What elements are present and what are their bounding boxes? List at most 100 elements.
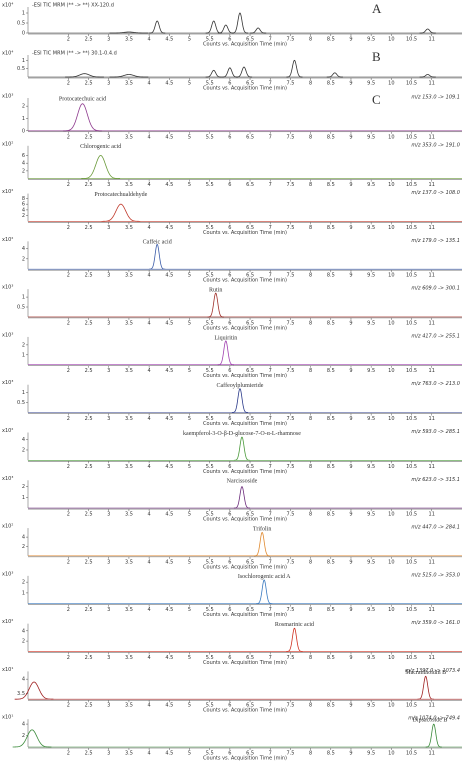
x-tick-label: 8.5 [327,225,335,231]
x-tick-label: 9 [349,368,352,374]
x-tick-label: 2.5 [85,182,93,188]
y-tick-label: 1 [22,295,25,301]
x-tick-label: 8.5 [327,416,335,422]
x-axis-label: Counts vs. Acquisition Time (min) [203,756,287,762]
x-tick-label: 3 [107,273,110,279]
x-axis-label: Counts vs. Acquisition Time (min) [203,278,287,284]
peak [233,486,251,509]
x-tick-label: 8.5 [327,320,335,326]
x-tick-label: 2 [67,81,70,87]
x-tick-label: 6.5 [246,512,254,518]
x-tick-label: 8.5 [327,182,335,188]
x-tick-label: 5.5 [206,368,214,374]
x-tick-label: 10.5 [406,368,417,374]
x-tick-label: 10 [388,703,394,709]
x-tick-label: 10.5 [406,273,417,279]
x-tick-label: 9.5 [367,368,375,374]
x-tick-label: 11 [429,655,435,661]
compound-name: Protocatechualdehyde [94,192,147,198]
x-tick-label: 4 [148,512,151,518]
x-tick-label: 3.5 [125,655,133,661]
x-tick-label: 8 [309,512,312,518]
x-tick-label: 4 [148,182,151,188]
x-tick-label: 10 [388,182,394,188]
x-tick-label: 5.5 [206,134,214,140]
compound-name: Caffeic acid [143,239,172,246]
peak [286,627,303,652]
x-tick-label: 11 [429,607,435,613]
peak [109,74,149,78]
x-tick-label: 2.5 [85,751,93,757]
compound-name: Macranthoidin B [405,670,446,676]
x-tick-label: 9.5 [367,134,375,140]
y-tick-label: 1 [22,58,25,64]
x-axis-label: Counts vs. Acquisition Time (min) [203,373,287,379]
x-tick-label: 6 [228,416,231,422]
x-tick-label: 4 [148,37,151,43]
x-tick-label: 7 [269,416,272,422]
x-tick-label: 10 [388,416,394,422]
compound-name: Dipsacoside B [413,718,448,724]
x-tick-label: 5 [188,225,191,231]
x-tick-label: 7 [269,37,272,43]
y-tick-label: 1 [22,495,25,501]
x-tick-label: 7 [269,320,272,326]
transition-label: m/z 447.0 -> 284.1 [411,525,460,531]
peak [254,531,271,557]
y-scale-label: x10³ [2,380,13,386]
x-tick-label: 9.5 [367,416,375,422]
y-tick-label: 6 [22,202,25,208]
peak [326,72,343,78]
y-tick-label: 2 [22,213,25,219]
x-tick-label: 4.5 [165,37,173,43]
y-tick-label: 2 [22,168,25,174]
peak [256,579,273,605]
x-tick-label: 9 [349,416,352,422]
x-tick-label: 9.5 [367,37,375,43]
x-tick-label: 6.5 [246,368,254,374]
peak [425,723,442,748]
transition-label: m/z 153.0 -> 109.1 [411,95,460,101]
peak [149,20,166,34]
x-tick-label: 4 [148,703,151,709]
peak [101,203,141,222]
x-tick-label: 4 [148,655,151,661]
compound-name: Isochlorogenic acid A [238,574,291,580]
y-tick-label: 1 [22,390,25,396]
x-tick-label: 8 [309,559,312,565]
peak [419,74,436,78]
x-tick-label: 7.5 [286,320,294,326]
y-tick-label: 4 [22,535,25,541]
x-tick-label: 3.5 [125,37,133,43]
x-tick-label: 10.5 [406,703,417,709]
x-tick-label: 2.5 [85,512,93,518]
x-tick-label: 5.5 [206,182,214,188]
x-tick-label: 3 [107,81,110,87]
x-tick-label: 3 [107,37,110,43]
x-tick-label: 8 [309,751,312,757]
x-tick-label: 8.5 [327,37,335,43]
x-tick-label: 4 [148,368,151,374]
x-axis-label: Counts vs. Acquisition Time (min) [203,42,287,48]
y-tick-label: 0.5 [17,21,25,27]
y-scale-label: x10³ [2,285,13,291]
x-tick-label: 8 [309,37,312,43]
y-tick-label: 0.5 [17,66,25,72]
y-scale-label: x10² [2,428,13,434]
y-tick-label: 2 [22,484,25,490]
x-tick-label: 9 [349,273,352,279]
x-tick-label: 11 [429,182,435,188]
x-tick-label: 6.5 [246,751,254,757]
x-tick-label: 8 [309,416,312,422]
x-tick-label: 3.5 [125,512,133,518]
x-tick-label: 3.5 [125,134,133,140]
x-tick-label: 8.5 [327,368,335,374]
x-tick-label: 11 [429,416,435,422]
x-axis-label: Counts vs. Acquisition Time (min) [203,325,287,331]
y-tick-label: 4 [22,628,25,634]
x-tick-label: 2.5 [85,134,93,140]
x-tick-label: 10.5 [406,134,417,140]
x-tick-label: 10 [388,273,394,279]
x-tick-label: 3.5 [125,559,133,565]
panel-letter: C [372,92,381,107]
